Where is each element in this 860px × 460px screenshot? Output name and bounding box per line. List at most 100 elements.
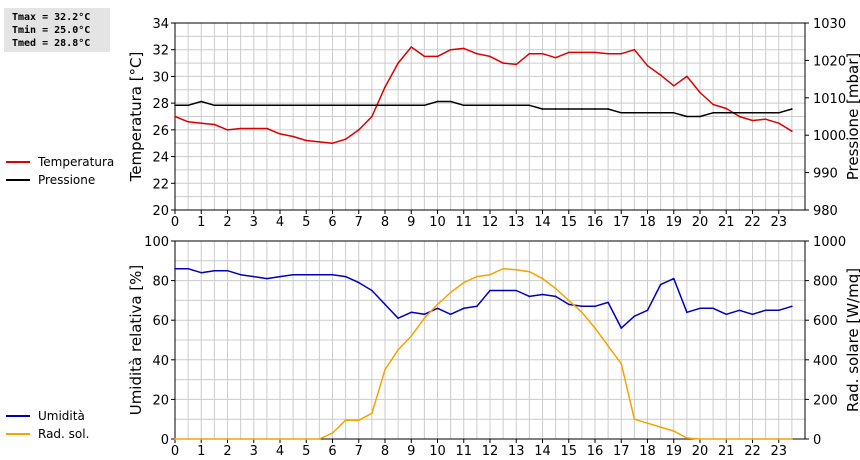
top-x-tick-label: 22 (744, 215, 761, 230)
bottom-series-umidit-point (541, 293, 544, 296)
bottom-series-rad-sol-point (344, 419, 347, 421)
bottom-series-rad-sol-point (436, 303, 439, 306)
top-series-pressione-point (633, 111, 636, 114)
top-series-temperatura-point (489, 55, 491, 58)
top-series-pressione-point (567, 108, 570, 110)
bottom-series-rad-sol-point (738, 438, 741, 440)
bottom-series-rad-sol-point (410, 335, 413, 337)
top-y2-tick-label: 1000 (813, 129, 846, 144)
top-series-pressione-point (357, 104, 360, 107)
top-series-temperatura-point (279, 133, 281, 135)
bottom-series-umidit-point (423, 313, 426, 316)
bottom-y-tick-label: 20 (152, 393, 169, 408)
bottom-series-umidit-point (371, 289, 373, 292)
bottom-series-umidit-point (174, 267, 176, 270)
legend-item-pressione: Pressione (6, 171, 114, 189)
bottom-series-rad-sol-point (449, 291, 452, 294)
bottom-y-tick-label: 100 (144, 235, 169, 250)
top-series-temperatura-point (200, 122, 203, 124)
bottom-series-umidit-point (318, 273, 321, 276)
top-series-temperatura-point (515, 63, 518, 66)
top-x-tick-label: 6 (328, 215, 336, 230)
top-y-tick-label: 20 (152, 204, 169, 219)
top-series-pressione-point (213, 104, 216, 107)
top-series-pressione-point (594, 108, 596, 110)
top-series-pressione-point (476, 104, 478, 107)
top-series-pressione-line (175, 100, 793, 118)
bottom-series-rad-sol-point (567, 299, 570, 302)
bottom-series-umidit-point (357, 281, 360, 284)
bottom-x-tick-label: 10 (429, 444, 446, 459)
bottom-series-umidit-point (226, 269, 229, 272)
top-series-temperatura-point (725, 107, 728, 110)
bottom-x-tick-label: 18 (639, 444, 656, 459)
top-series-pressione-point (541, 108, 544, 110)
bottom-series-umidit-point (279, 275, 281, 278)
bottom-x-tick-label: 1 (197, 444, 205, 459)
bottom-series-umidit-point (738, 309, 741, 312)
bottom-series-rad-sol-point (187, 438, 189, 440)
top-x-tick-label: 20 (692, 215, 709, 230)
bottom-x-tick-label: 8 (381, 444, 389, 459)
legend-swatch-radsol (6, 433, 30, 435)
top-series-pressione-point (397, 104, 399, 107)
top-y-tick-label: 26 (152, 124, 169, 139)
top-x-tick-label: 16 (587, 215, 604, 230)
legend-label-pressione: Pressione (38, 173, 96, 187)
bottom-series-umidit-point (620, 327, 623, 329)
top-series-pressione-point (305, 104, 308, 107)
top-series-temperatura-point (541, 52, 544, 55)
top-y2-tick-label: 980 (813, 204, 838, 219)
top-y-tick-label: 30 (152, 70, 169, 85)
top-x-tick-label: 13 (508, 215, 525, 230)
bottom-series-umidit-point (200, 271, 203, 274)
top-series-temperatura-point (751, 119, 754, 122)
bottom-series-umidit-point (292, 273, 294, 276)
bottom-series-rad-sol-point (266, 438, 268, 440)
top-series-pressione-point (581, 108, 583, 110)
bottom-series-umidit-point (384, 303, 386, 306)
bottom-series-umidit-point (751, 313, 754, 316)
top-series-temperatura-point (318, 141, 321, 143)
stats-box: Tmax = 32.2°C Tmin = 25.0°C Tmed = 28.8°… (4, 8, 110, 52)
bottom-series-umidit-point (476, 305, 478, 308)
top-series-temperatura-line (174, 46, 793, 144)
top-series-temperatura-point (620, 52, 623, 55)
top-series-pressione-point (607, 108, 609, 110)
top-series-temperatura-point (699, 91, 701, 94)
bottom-series-umidit-point (397, 317, 399, 320)
top-series-pressione-point (279, 104, 281, 107)
bottom-x-tick-label: 14 (534, 444, 551, 459)
bottom-series-rad-sol-point (764, 438, 767, 440)
top-series-pressione-point (791, 108, 793, 110)
bottom-series-rad-sol-point (777, 438, 780, 440)
bottom-series-umidit-point (213, 269, 216, 272)
bottom-series-umidit-point (554, 295, 557, 298)
bottom-x-tick-label: 12 (482, 444, 499, 459)
bottom-series-umidit-point (672, 277, 675, 280)
legend-top: Temperatura Pressione (6, 153, 114, 189)
bottom-series-umidit-point (266, 277, 268, 280)
bottom-series-rad-sol-point (318, 438, 321, 440)
top-series-temperatura-point (397, 62, 399, 64)
top-series-pressione-point (489, 104, 491, 107)
top-y2-axis-title: Pressione [mbar] (844, 53, 860, 181)
top-series-temperatura-point (252, 127, 255, 130)
legend-label-radsol: Rad. sol. (38, 427, 90, 441)
bottom-series-rad-sol-point (252, 438, 255, 440)
bottom-series-umidit-line (175, 267, 793, 329)
top-series-pressione-point (699, 115, 701, 118)
top-y2-tick-label: 1030 (813, 17, 846, 32)
top-series-pressione-point (515, 104, 518, 107)
bottom-series-umidit-point (436, 307, 439, 310)
top-x-tick-label: 5 (302, 215, 310, 230)
top-series-temperatura-point (239, 127, 242, 130)
top-series-temperatura-point (449, 48, 452, 51)
top-series-pressione-point (686, 115, 688, 118)
top-series-temperatura-point (423, 55, 426, 58)
bottom-series-umidit-point (594, 305, 596, 308)
bottom-x-tick-label: 5 (302, 444, 310, 459)
top-x-tick-label: 15 (560, 215, 577, 230)
bottom-y-tick-label: 60 (152, 314, 169, 329)
top-series-temperatura-point (436, 55, 439, 58)
